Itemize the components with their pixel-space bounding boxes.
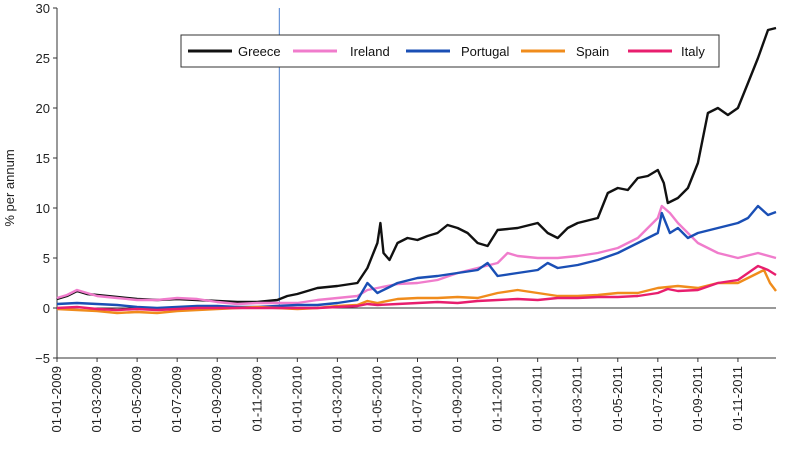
legend: Greece Ireland Portugal Spain Italy	[180, 34, 720, 68]
x-tick-label: 01-11-2009	[249, 366, 264, 432]
x-tick-label: 01-03-2010	[329, 366, 344, 433]
legend-label-italy: Italy	[681, 44, 705, 59]
legend-label-spain: Spain	[576, 44, 609, 59]
y-tick-label: 15	[36, 151, 50, 166]
y-tick-label: −5	[35, 351, 50, 366]
y-tick-labels: −5 0 5 10 15 20 25 30	[35, 1, 57, 366]
x-tick-label: 01-07-2009	[169, 366, 184, 433]
y-tick-label: 5	[43, 251, 50, 266]
x-tick-label: 01-11-2011	[730, 366, 745, 431]
x-tick-label: 01-09-2010	[450, 366, 465, 433]
y-tick-label: 0	[43, 301, 50, 316]
x-tick-labels: 01-01-2009 01-03-2009 01-05-2009 01-07-2009…	[49, 358, 745, 433]
y-tick-label: 20	[36, 101, 50, 116]
x-tick-label: 01-09-2011	[690, 366, 705, 432]
x-tick-label: 01-01-2010	[289, 366, 304, 433]
x-tick-label: 01-05-2009	[129, 366, 144, 433]
x-tick-label: 01-01-2009	[49, 366, 64, 433]
y-tick-label: 10	[36, 201, 50, 216]
series-line-italy	[56, 264, 777, 312]
y-axis-label: % per annum	[2, 149, 17, 226]
series-line-portugal	[56, 204, 777, 310]
x-tick-label: 01-05-2010	[369, 366, 384, 433]
x-tick-label: 01-09-2009	[209, 366, 224, 433]
x-tick-label: 01-03-2009	[89, 366, 104, 433]
x-tick-label: 01-07-2011	[650, 366, 665, 432]
y-tick-label: 30	[36, 1, 50, 16]
series-line-spain	[56, 268, 777, 315]
series-line-ireland	[56, 204, 777, 306]
x-tick-label: 01-03-2011	[570, 366, 585, 432]
y-tick-label: 25	[36, 51, 50, 66]
series-layer	[56, 26, 777, 315]
legend-label-greece: Greece	[238, 44, 281, 59]
legend-label-ireland: Ireland	[350, 44, 390, 59]
x-tick-label: 01-07-2010	[410, 366, 425, 433]
series-line-greece	[56, 26, 777, 304]
x-tick-label: 01-05-2011	[610, 366, 625, 432]
legend-label-portugal: Portugal	[461, 44, 510, 59]
x-tick-label: 01-01-2011	[530, 366, 545, 432]
x-tick-label: 01-11-2010	[490, 366, 505, 432]
